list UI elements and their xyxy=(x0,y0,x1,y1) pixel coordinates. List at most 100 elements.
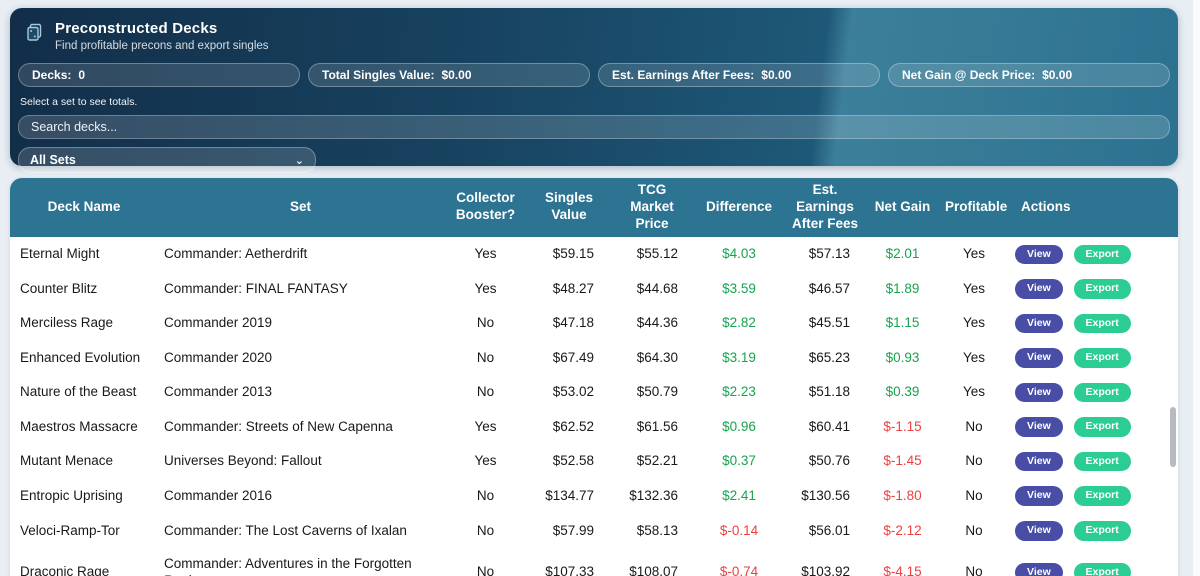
export-button[interactable]: Export xyxy=(1073,382,1131,403)
singles-value-cell: $107.33 xyxy=(545,564,594,576)
singles-value-cell: $59.15 xyxy=(552,246,594,262)
stat-label: Total Singles Value: xyxy=(322,68,435,82)
page-subtitle: Find profitable precons and export singl… xyxy=(55,40,269,52)
view-button[interactable]: View xyxy=(1015,348,1063,368)
singles-value-cell: $134.77 xyxy=(545,487,594,503)
collector-booster-cell: Yes xyxy=(474,453,497,469)
set-filter-select[interactable]: All Sets ⌄ xyxy=(18,147,316,173)
profitable-cell: Yes xyxy=(962,280,986,296)
tcg-market-price-cell: $108.07 xyxy=(629,564,678,576)
view-button[interactable]: View xyxy=(1015,521,1063,541)
tcg-market-price-cell: $50.79 xyxy=(636,384,678,400)
deck-name-cell: Nature of the Beast xyxy=(20,384,137,400)
tcg-market-price-cell: $52.21 xyxy=(636,453,678,469)
export-button[interactable]: Export xyxy=(1073,313,1131,334)
column-header-difference: Difference xyxy=(694,178,784,237)
stat-label: Net Gain @ Deck Price: xyxy=(902,68,1036,82)
difference-cell: $2.23 xyxy=(722,384,756,400)
export-button[interactable]: Export xyxy=(1073,521,1131,541)
net-gain-cell: $2.01 xyxy=(885,246,920,262)
profitable-cell: No xyxy=(965,564,983,576)
net-gain-cell: $0.39 xyxy=(885,384,920,400)
profitable-cell: Yes xyxy=(962,349,986,365)
singles-value-cell: $47.18 xyxy=(552,315,594,331)
column-header-singles: Singles Value xyxy=(528,178,610,237)
deck-box-icon xyxy=(27,23,42,41)
title-row: Preconstructed Decks Find profitable pre… xyxy=(18,18,1170,52)
difference-cell: $3.19 xyxy=(722,349,756,365)
column-header-deck-name: Deck Name xyxy=(10,178,158,237)
export-button[interactable]: Export xyxy=(1073,486,1131,506)
view-button[interactable]: View xyxy=(1015,244,1063,265)
stat-value: $0.00 xyxy=(441,68,472,82)
view-button[interactable]: View xyxy=(1015,382,1063,403)
singles-value-cell: $48.27 xyxy=(552,280,594,296)
stats-row: Decks: 0 Total Singles Value: $0.00 Est.… xyxy=(18,63,1170,87)
view-button[interactable]: View xyxy=(1015,486,1063,506)
deck-name-cell: Veloci-Ramp-Tor xyxy=(20,522,120,538)
column-header-profitable: Profitable xyxy=(939,178,1009,237)
stat-label: Decks: xyxy=(32,68,72,82)
export-button[interactable]: Export xyxy=(1073,348,1131,368)
difference-cell: $0.96 xyxy=(722,418,756,434)
deck-name-cell: Enhanced Evolution xyxy=(20,349,141,365)
table-row: Enhanced Evolution Commander 2020 No $67… xyxy=(10,340,1178,375)
singles-value-cell: $67.49 xyxy=(552,349,594,365)
tcg-market-price-cell: $44.36 xyxy=(636,315,678,331)
deck-name-cell: Maestros Massacre xyxy=(20,418,138,434)
export-button[interactable]: Export xyxy=(1073,244,1131,265)
tcg-market-price-cell: $58.13 xyxy=(636,522,678,538)
table-row: Draconic Rage Commander: Adventures in t… xyxy=(10,548,1178,576)
singles-value-cell: $52.58 xyxy=(552,453,594,469)
actions-cell: View Export xyxy=(1009,375,1178,410)
header-panel: Preconstructed Decks Find profitable pre… xyxy=(10,8,1178,173)
export-button[interactable]: Export xyxy=(1073,562,1131,576)
net-gain-cell: $0.93 xyxy=(885,349,920,365)
tcg-market-price-cell: $55.12 xyxy=(636,246,678,262)
set-cell: Commander 2019 xyxy=(164,315,273,331)
export-button[interactable]: Export xyxy=(1073,279,1131,299)
stat-total-singles-value: Total Singles Value: $0.00 xyxy=(308,63,590,87)
est-earnings-cell: $45.51 xyxy=(808,315,850,331)
actions-cell: View Export xyxy=(1009,548,1178,576)
column-header-actions: Actions xyxy=(1009,178,1178,237)
table-row: Nature of the Beast Commander 2013 No $5… xyxy=(10,375,1178,410)
export-button[interactable]: Export xyxy=(1073,451,1131,472)
stat-value: $0.00 xyxy=(761,68,792,82)
view-button[interactable]: View xyxy=(1015,562,1063,576)
est-earnings-cell: $65.23 xyxy=(808,349,850,365)
tcg-market-price-cell: $64.30 xyxy=(636,349,678,365)
set-cell: Commander 2020 xyxy=(164,349,273,365)
difference-cell: $4.03 xyxy=(722,246,756,262)
stat-net-gain: Net Gain @ Deck Price: $0.00 xyxy=(888,63,1170,87)
collector-booster-cell: No xyxy=(476,522,495,538)
set-cell: Commander: Adventures in the Forgotten R… xyxy=(164,555,412,576)
table-row: Counter Blitz Commander: FINAL FANTASY Y… xyxy=(10,271,1178,306)
view-button[interactable]: View xyxy=(1015,451,1063,472)
tcg-market-price-cell: $61.56 xyxy=(636,418,678,434)
deck-name-cell: Entropic Uprising xyxy=(20,487,123,503)
set-cell: Commander 2013 xyxy=(164,384,273,400)
est-earnings-cell: $130.56 xyxy=(801,487,850,503)
profitable-cell: Yes xyxy=(962,315,986,331)
title-block: Preconstructed Decks Find profitable pre… xyxy=(55,20,269,52)
profitable-cell: No xyxy=(965,487,983,503)
net-gain-cell: $-1.45 xyxy=(883,453,922,469)
profitable-cell: No xyxy=(965,453,983,469)
page-title: Preconstructed Decks xyxy=(55,20,218,37)
set-cell: Commander: Aetherdrift xyxy=(164,246,308,262)
actions-cell: View Export xyxy=(1009,237,1178,272)
actions-cell: View Export xyxy=(1009,409,1178,444)
view-button[interactable]: View xyxy=(1015,313,1063,334)
view-button[interactable]: View xyxy=(1015,417,1063,437)
profitable-cell: Yes xyxy=(962,246,986,262)
page-scrollbar[interactable] xyxy=(1192,0,1200,576)
collector-booster-cell: No xyxy=(476,349,495,365)
deck-name-cell: Eternal Might xyxy=(20,246,100,262)
export-button[interactable]: Export xyxy=(1073,417,1131,437)
search-input[interactable] xyxy=(18,115,1170,139)
table-scrollbar-thumb[interactable] xyxy=(1170,407,1176,467)
view-button[interactable]: View xyxy=(1015,279,1063,299)
est-earnings-cell: $50.76 xyxy=(808,453,850,469)
profitable-cell: No xyxy=(965,522,983,538)
